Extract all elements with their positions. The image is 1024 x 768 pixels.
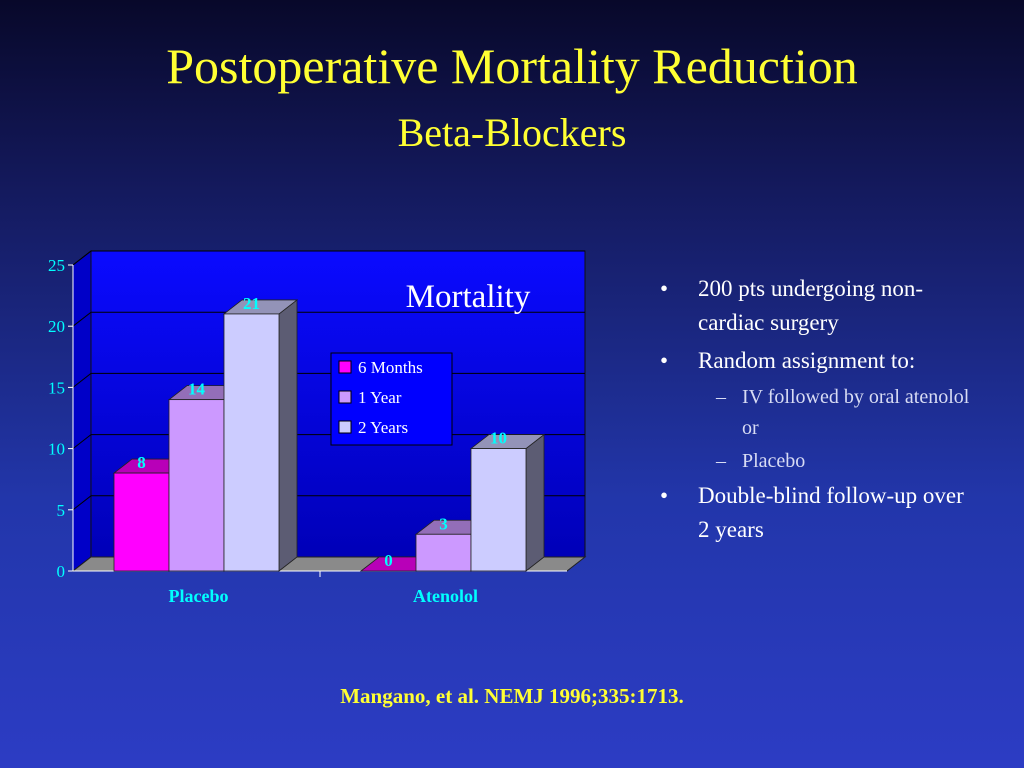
legend-item: 6 Months (338, 358, 423, 377)
data-label: 8 (137, 453, 146, 472)
data-label: 14 (188, 380, 206, 399)
bullet-text: IV followed by oral atenolol or (742, 386, 970, 439)
legend-swatch (338, 390, 352, 404)
y-tick-label: 20 (48, 317, 65, 336)
bullet-item: • 200 pts undergoing non-cardiac surgery (658, 272, 978, 340)
bullet-dot-icon: • (660, 483, 669, 508)
bullet-text: Double-blind follow-up over 2 years (698, 483, 964, 542)
legend-item: 1 Year (338, 388, 402, 407)
y-tick-label: 15 (48, 378, 65, 397)
plot-side-wall (72, 249, 92, 573)
data-label: 21 (243, 294, 260, 313)
gridline (72, 250, 585, 266)
legend-item: 2 Years (338, 418, 408, 437)
y-tick-label: 10 (48, 440, 65, 459)
bullet-text: Placebo (742, 450, 806, 472)
bullet-list: • 200 pts undergoing non-cardiac surgery •… (658, 272, 978, 551)
legend-label: 1 Year (358, 388, 402, 407)
legend-swatch (338, 360, 352, 374)
bar (469, 433, 546, 572)
legend-swatch (338, 420, 352, 434)
data-label: 3 (439, 514, 448, 533)
sub-bullet-item: – Placebo (658, 446, 978, 477)
slide-subtitle: Beta-Blockers (397, 110, 627, 155)
bar (222, 299, 299, 572)
bullet-dot-icon: • (660, 348, 669, 373)
gridline (72, 495, 585, 511)
y-tick-label: 5 (57, 501, 66, 520)
y-tick-label: 0 (57, 562, 66, 581)
x-tick-label: Atenolol (413, 586, 478, 606)
chart-bars (112, 299, 546, 572)
data-label: 10 (490, 429, 507, 448)
data-label: 0 (384, 551, 393, 570)
citation: Mangano, et al. NEMJ 1996;335:1713. (340, 684, 684, 708)
bullet-dash-icon: – (716, 386, 726, 408)
bullet-item: • Random assignment to: (658, 344, 978, 378)
bullet-dash-icon: – (716, 450, 726, 472)
chart-legend: 6 Months 1 Year 2 Years (330, 352, 453, 446)
y-tick-label: 25 (48, 256, 65, 275)
slide-title: Postoperative Mortality Reduction (166, 38, 858, 94)
legend-label: 2 Years (358, 418, 408, 437)
x-tick-label: Placebo (169, 586, 229, 606)
bullet-text: 200 pts undergoing non-cardiac surgery (698, 276, 924, 335)
gridline (72, 311, 585, 327)
bullet-item: • Double-blind follow-up over 2 years (658, 479, 978, 547)
legend-label: 6 Months (358, 358, 423, 377)
bullet-dot-icon: • (660, 276, 669, 301)
chart-title: Mortality (406, 279, 531, 315)
sub-bullet-item: – IV followed by oral atenolol or (658, 382, 978, 444)
bullet-text: Random assignment to: (698, 348, 916, 373)
chart-labels: 8 14 21 0 3 10 (137, 294, 507, 570)
